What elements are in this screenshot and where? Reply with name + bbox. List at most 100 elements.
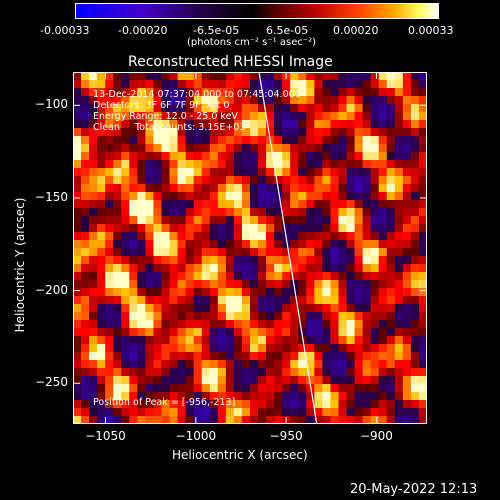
heatmap-cell <box>394 304 404 313</box>
heatmap-cell <box>362 272 372 281</box>
heatmap-cell <box>290 400 299 409</box>
heatmap-cell <box>105 408 114 417</box>
heatmap-cell <box>113 216 122 225</box>
heatmap-cell <box>97 224 106 233</box>
heatmap-cell <box>193 248 203 257</box>
heatmap-cell <box>386 288 396 297</box>
y-tick-label: −150 <box>35 189 68 204</box>
heatmap-cell <box>129 320 138 329</box>
heatmap-cell <box>346 72 356 81</box>
heatmap-cell <box>290 352 299 361</box>
heatmap-cell <box>81 160 90 169</box>
heatmap-cell <box>282 272 291 281</box>
heatmap-cell <box>346 240 356 249</box>
heatmap-cell <box>185 416 195 424</box>
heatmap-cell <box>89 344 98 353</box>
heatmap-cell <box>137 200 147 209</box>
heatmap-cell <box>185 288 195 297</box>
heatmap-cell <box>233 320 243 329</box>
heatmap-cell <box>153 168 163 177</box>
heatmap-cell <box>169 120 179 129</box>
heatmap-cell <box>169 272 179 281</box>
heatmap-cell <box>177 288 187 297</box>
heatmap-cell <box>266 232 275 241</box>
heatmap-cell <box>410 168 420 177</box>
heatmap-cell <box>145 288 155 297</box>
heatmap-cell <box>410 376 420 385</box>
heatmap-cell <box>306 104 315 113</box>
heatmap-cell <box>185 80 195 89</box>
heatmap-cell <box>290 320 299 329</box>
heatmap-cell <box>314 184 324 193</box>
heatmap-cell <box>402 320 412 329</box>
heatmap-cell <box>282 176 291 185</box>
heatmap-cell <box>233 352 243 361</box>
heatmap-cell <box>386 264 396 273</box>
heatmap-cell <box>282 248 291 257</box>
heatmap-cell <box>201 136 211 145</box>
heatmap-cell <box>241 168 251 177</box>
heatmap-cell <box>121 272 130 281</box>
x-axis-label: Heliocentric X (arcsec) <box>172 448 308 462</box>
heatmap-cell <box>73 384 82 393</box>
heatmap-cell <box>89 112 98 121</box>
heatmap-cell <box>113 288 122 297</box>
heatmap-cell <box>217 376 227 385</box>
heatmap-cell <box>322 120 332 129</box>
heatmap-cell <box>137 72 147 81</box>
heatmap-cell <box>298 344 307 353</box>
heatmap-cell <box>161 264 171 273</box>
heatmap-cell <box>418 72 427 81</box>
heatmap-cell <box>402 360 412 369</box>
heatmap-cell <box>386 120 396 129</box>
heatmap-cell <box>338 296 348 305</box>
heatmap-cell <box>394 72 404 81</box>
heatmap-cell <box>290 104 299 113</box>
heatmap-cell <box>233 152 243 161</box>
heatmap-cell <box>209 304 219 313</box>
heatmap-cell <box>129 160 138 169</box>
heatmap-cell <box>161 72 171 81</box>
heatmap-cell <box>274 256 283 265</box>
heatmap-cell <box>418 368 427 377</box>
heatmap-cell <box>402 248 412 257</box>
heatmap-cell <box>209 176 219 185</box>
heatmap-cell <box>306 248 315 257</box>
heatmap-cell <box>201 344 211 353</box>
heatmap-cell <box>105 104 114 113</box>
heatmap-cell <box>201 104 211 113</box>
heatmap-cell <box>330 176 340 185</box>
heatmap-cell <box>193 368 203 377</box>
heatmap-cell <box>121 320 130 329</box>
heatmap-cell <box>410 200 420 209</box>
heatmap-cell <box>290 96 299 105</box>
heatmap-cell <box>386 224 396 233</box>
heatmap-cell <box>346 104 356 113</box>
heatmap-cell <box>73 264 82 273</box>
heatmap-cell <box>161 208 171 217</box>
heatmap-cell <box>217 400 227 409</box>
heatmap-cell <box>298 208 307 217</box>
heatmap-cell <box>145 128 155 137</box>
heatmap-cell <box>266 408 275 417</box>
heatmap-cell <box>322 416 332 424</box>
heatmap-cell <box>97 280 106 289</box>
heatmap-cell <box>201 352 211 361</box>
heatmap-cell <box>97 152 106 161</box>
heatmap-cell <box>322 104 332 113</box>
heatmap-cell <box>161 216 171 225</box>
heatmap-cell <box>225 224 235 233</box>
heatmap-cell <box>129 400 138 409</box>
heatmap-cell <box>330 392 340 401</box>
heatmap-cell <box>209 80 219 89</box>
heatmap-cell <box>258 96 267 105</box>
heatmap-cell <box>258 384 267 393</box>
heatmap-cell <box>250 392 259 401</box>
heatmap-cell <box>225 280 235 289</box>
heatmap-cell <box>386 208 396 217</box>
heatmap-cell <box>346 280 356 289</box>
heatmap-cell <box>306 168 315 177</box>
heatmap-cell <box>362 408 372 417</box>
heatmap-cell <box>362 144 372 153</box>
heatmap-cell <box>274 208 283 217</box>
